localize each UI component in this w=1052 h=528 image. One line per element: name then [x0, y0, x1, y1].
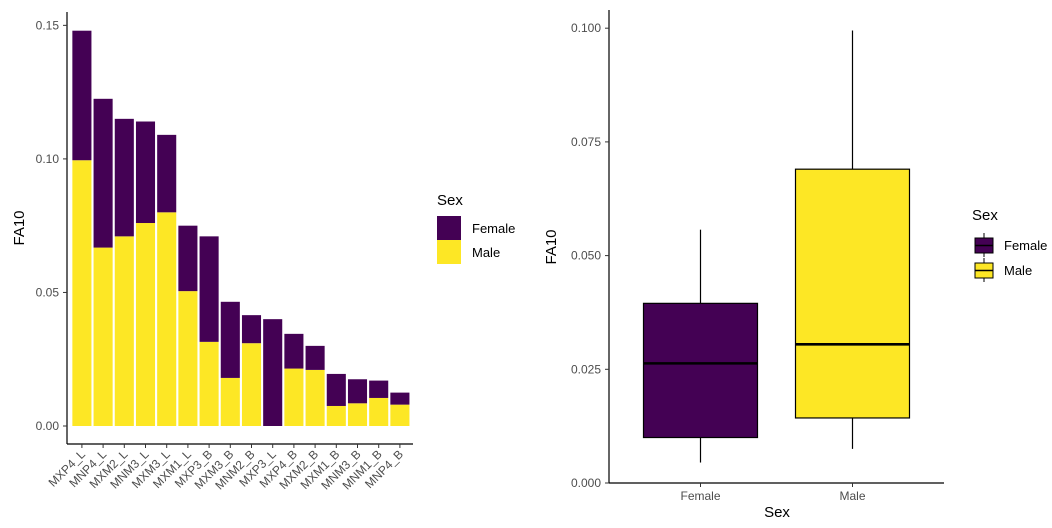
bar-legend-label-male: Male — [472, 245, 500, 260]
bar-y-axis-title: FA10 — [11, 210, 28, 245]
box-legend-label-female: Female — [1004, 238, 1047, 253]
bar-female-mxm2-b — [305, 345, 325, 370]
bar-legend-label-female: Female — [472, 221, 515, 236]
bar-male-mnm2-b — [241, 343, 262, 426]
box-iqr-male — [794, 168, 911, 419]
bar-male-mnp4-l — [93, 247, 113, 426]
bar-legend-key-female — [437, 216, 461, 240]
bar-female-mnp4-b — [390, 392, 410, 405]
bar-female-mxm3-l — [157, 134, 177, 213]
bar-female-mxm1-b — [326, 373, 346, 406]
box-legend-key-male — [974, 258, 994, 282]
bar-female-mxp4-b — [284, 333, 304, 369]
bar-female-mxp3-b — [199, 236, 219, 342]
bar-female-mxp4-l — [72, 30, 92, 161]
bar-male-mxm1-l — [178, 291, 198, 426]
bar-female-mnm3-l — [135, 121, 156, 224]
bar-x-ticks: MXP4_LMNP4_LMXM2_LMNM3_LMXM3_LMXM1_LMXP3… — [46, 444, 406, 492]
bar-y-tick-label: 0.10 — [36, 152, 60, 166]
box-y-tick-label: 0.100 — [571, 21, 601, 35]
box-marks — [642, 30, 911, 463]
box-y-tick-label: 0.075 — [571, 135, 601, 149]
bar-male-mxp3-b — [199, 341, 219, 426]
box-x-tick-label-female: Female — [680, 489, 720, 503]
bar-legend-key-male — [437, 240, 461, 264]
bar-y-tick-label: 0.00 — [36, 419, 60, 433]
bar-male-mnp4-b — [390, 404, 410, 426]
bar-male-mnm3-b — [347, 403, 368, 426]
bar-y-ticks: 0.00 0.05 0.10 0.15 — [36, 18, 67, 433]
bar-female-mnm1-b — [369, 380, 389, 398]
box-y-tick-label: 0.000 — [571, 476, 601, 490]
bar-legend-title: Sex — [437, 192, 463, 209]
box-x-ticks: Female Male — [680, 483, 866, 503]
box-legend-title: Sex — [972, 207, 998, 224]
box-legend-key-female — [974, 233, 994, 257]
box-x-tick-label-male: Male — [839, 489, 865, 503]
bar-female-mnm2-b — [241, 315, 262, 344]
box-iqr-female — [642, 302, 759, 439]
bar-male-mxm3-l — [157, 212, 177, 426]
bar-female-mxm2-l — [114, 118, 134, 237]
bar-male-mxm2-b — [305, 369, 325, 426]
bar-y-tick-label: 0.05 — [36, 285, 60, 299]
box-y-axis-title: FA10 — [543, 229, 560, 264]
bar-y-tick-label: 0.15 — [36, 18, 60, 32]
box-legend: Sex Female Male — [972, 207, 1047, 282]
bar-legend: Sex Female Male — [437, 192, 515, 264]
bar-male-mxm2-l — [114, 236, 134, 426]
bar-female-mxp3-l — [263, 319, 283, 426]
bar-male-mnm3-l — [135, 223, 156, 426]
box-y-ticks: 0.000 0.025 0.050 0.075 0.100 — [571, 21, 609, 490]
bar-female-mxm3-b — [220, 301, 240, 378]
box-x-axis-title: Sex — [764, 504, 790, 521]
box-y-tick-label: 0.025 — [571, 362, 601, 376]
bar-male-mxp4-l — [72, 160, 92, 427]
bar-female-mxm1-l — [178, 225, 198, 292]
bar-male-mxm1-b — [326, 405, 346, 426]
bar-male-mxm3-b — [220, 377, 240, 426]
bar-male-mxp4-b — [284, 368, 304, 426]
bar-marks — [72, 30, 410, 427]
bar-female-mnm3-b — [347, 379, 368, 404]
bar-female-mnp4-l — [93, 98, 113, 248]
bar-chart-panel: 0.00 0.05 0.10 0.15 MXP4_LMNP4_LMXM2_LMNM3_… — [11, 12, 515, 492]
bar-male-mnm1-b — [369, 397, 389, 426]
box-legend-label-male: Male — [1004, 263, 1032, 278]
box-y-tick-label: 0.050 — [571, 249, 601, 263]
boxplot-panel: 0.000 0.025 0.050 0.075 0.100 Female Male FA1… — [543, 10, 1047, 521]
